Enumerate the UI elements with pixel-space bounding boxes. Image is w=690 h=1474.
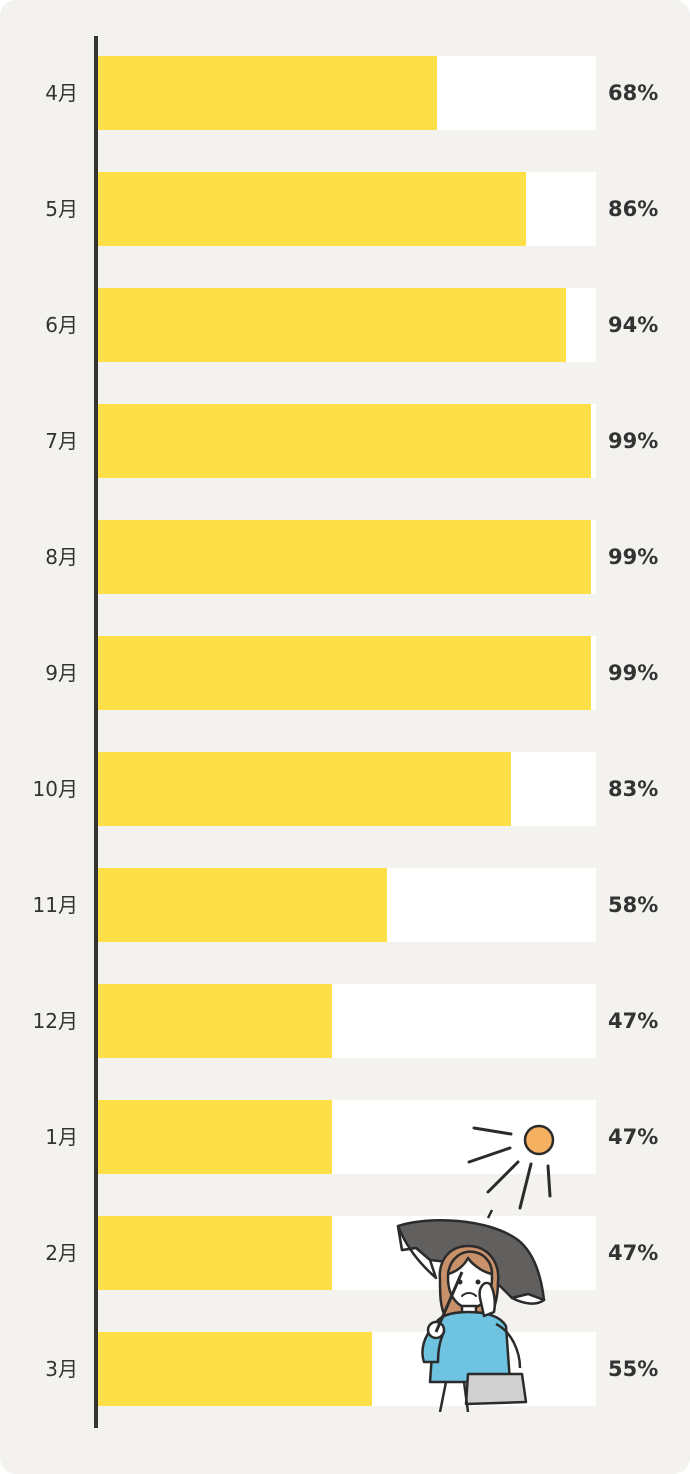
bar-track <box>98 172 596 246</box>
bar-track <box>98 1100 596 1174</box>
category-tick-label: 7月 <box>45 429 78 453</box>
bar-track <box>98 636 596 710</box>
woman-with-parasol-icon <box>396 1124 555 1412</box>
bar <box>98 404 591 478</box>
data-label: 94% <box>608 313 659 337</box>
data-label: 83% <box>608 777 659 801</box>
category-tick-label: 12月 <box>32 1009 78 1033</box>
bar-row: 8月 99% <box>0 520 690 594</box>
category-tick-label: 5月 <box>45 197 78 221</box>
data-label: 99% <box>608 661 659 685</box>
bar-track <box>98 520 596 594</box>
bar-track <box>98 752 596 826</box>
category-tick-label: 8月 <box>45 545 78 569</box>
bar-row: 10月 83% <box>0 752 690 826</box>
data-label: 47% <box>608 1009 659 1033</box>
bar-track <box>98 404 596 478</box>
category-tick-label: 6月 <box>45 313 78 337</box>
bar-row: 3月 55% <box>0 1332 690 1406</box>
bar-row: 7月 99% <box>0 404 690 478</box>
bar-track <box>98 984 596 1058</box>
category-tick-label: 9月 <box>45 661 78 685</box>
data-label: 99% <box>608 545 659 569</box>
category-tick-label: 10月 <box>32 777 78 801</box>
bar <box>98 1216 332 1290</box>
bar-track <box>98 1332 596 1406</box>
bar <box>98 1100 332 1174</box>
category-tick-label: 4月 <box>45 81 78 105</box>
data-label: 86% <box>608 197 659 221</box>
bar <box>98 1332 372 1406</box>
y-axis-line <box>94 36 98 1428</box>
bar-row: 4月 68% <box>0 56 690 130</box>
bar-row: 11月 58% <box>0 868 690 942</box>
bar-row: 1月 47% <box>0 1100 690 1174</box>
bar-row: 9月 99% <box>0 636 690 710</box>
bar <box>98 172 526 246</box>
bar <box>98 520 591 594</box>
category-tick-label: 3月 <box>45 1357 78 1381</box>
data-label: 99% <box>608 429 659 453</box>
bar <box>98 984 332 1058</box>
bar-row: 5月 86% <box>0 172 690 246</box>
data-label: 58% <box>608 893 659 917</box>
category-tick-label: 11月 <box>32 893 78 917</box>
bar-track <box>98 288 596 362</box>
category-tick-label: 2月 <box>45 1241 78 1265</box>
data-label: 47% <box>608 1241 659 1265</box>
bar-track <box>98 56 596 130</box>
bar <box>98 752 511 826</box>
data-label: 55% <box>608 1357 659 1381</box>
bar-track <box>98 868 596 942</box>
category-tick-label: 1月 <box>45 1125 78 1149</box>
bar <box>98 868 387 942</box>
bar-row: 2月 47% <box>0 1216 690 1290</box>
bar-row: 6月 94% <box>0 288 690 362</box>
data-label: 68% <box>608 81 659 105</box>
bar <box>98 288 566 362</box>
bar-row: 12月 47% <box>0 984 690 1058</box>
data-label: 47% <box>608 1125 659 1149</box>
bar <box>98 56 437 130</box>
bar <box>98 636 591 710</box>
